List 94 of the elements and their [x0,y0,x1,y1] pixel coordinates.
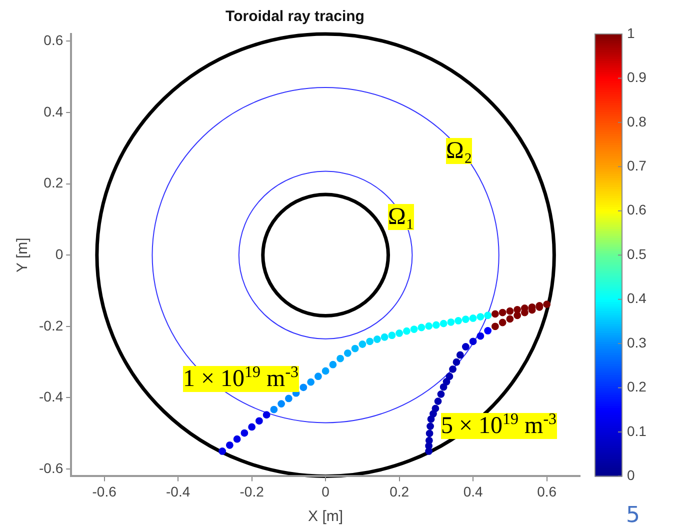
color-bar-label: 0.2 [627,378,647,395]
point [284,394,292,402]
point [425,322,433,330]
point [329,360,337,368]
point [432,321,440,329]
color-bar-label: 0.4 [627,290,647,306]
x-tick-label: -0.6 [92,483,117,500]
point [344,349,352,357]
y-tick-label: -0.6 [39,460,64,476]
point [426,422,434,430]
point [484,312,492,320]
y-tick-label: 0 [55,246,64,262]
y-tick-label: 0.6 [44,32,64,48]
point [427,415,435,423]
point [358,340,366,348]
color-bar-label: 0.6 [627,202,647,218]
x-tick-label: 0.6 [537,483,557,500]
point [248,423,256,431]
color-bar-label: 0.7 [627,158,647,174]
point [233,435,241,443]
point [380,333,388,341]
point [469,314,477,322]
x-axis-title: X [m] [308,508,344,526]
point [270,406,278,414]
point [491,310,499,318]
point [262,411,270,419]
point [402,327,410,335]
point [447,318,455,326]
y-axis-title: Y [m] [14,238,32,272]
point [498,308,506,316]
point [300,384,308,392]
annotation: Ω₁ [388,204,414,230]
point [506,307,514,315]
color-bar-label: 1 [627,24,635,41]
point [418,324,426,332]
point [351,344,359,352]
point [543,300,551,308]
y-tick-label: -0.4 [39,388,64,405]
x-tick-label: 0.2 [390,483,410,500]
color-bar-label: 0 [627,467,635,484]
point [491,322,499,330]
point [240,429,248,437]
point [373,336,381,343]
point [469,338,477,346]
color-bar-label: 0.8 [627,113,647,130]
text: 5 [626,503,640,528]
point [506,315,514,323]
y-tick-label: 0.2 [44,174,64,191]
point [226,441,234,449]
point [440,383,448,391]
color-bar-label: 0.9 [627,69,647,86]
point [452,358,460,366]
point [255,417,263,425]
point [442,378,450,386]
y-tick-label: -0.2 [39,317,64,334]
point [456,351,464,359]
point [476,313,484,320]
point [476,332,484,340]
point [366,338,374,346]
x-tick-label: 0 [322,483,330,500]
point [498,318,506,326]
point [425,448,433,455]
point [430,410,437,418]
point [218,448,226,455]
point [454,317,462,324]
point [322,367,330,375]
annotation: Ω₂ [446,138,472,164]
y-tick-label: 0.4 [44,103,64,120]
point [434,398,442,406]
x-tick-label: 0.4 [463,483,484,500]
point [462,343,470,350]
point [484,327,492,334]
point [426,430,434,438]
point [410,326,418,333]
color-bar-label: 0.1 [627,422,647,439]
annotation: 5 × 10$^{19}$ m$^{-3}$ [441,411,557,439]
annotation: 1 × 10$^{19}$ m$^{-3}$ [183,364,299,392]
point [446,372,454,380]
point [514,306,522,314]
point [336,354,344,362]
point [314,372,322,380]
point [396,330,404,337]
x-tick-label: -0.2 [240,483,264,500]
color-bar-label: 0.3 [627,334,647,350]
point [462,316,470,323]
color-bar-label: 0.5 [627,246,647,262]
point [437,390,445,398]
x-tick-label: -0.4 [166,483,190,500]
point [278,400,286,408]
point [307,378,315,386]
point [388,332,396,340]
point [449,366,456,373]
point [440,320,448,328]
chart-title: Toroidal ray tracing [226,8,364,26]
